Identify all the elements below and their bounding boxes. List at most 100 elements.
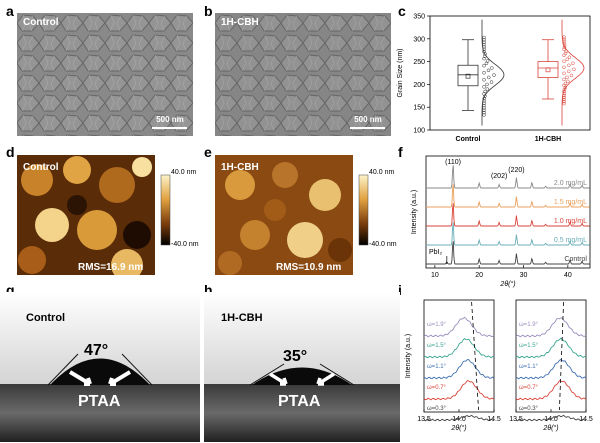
chart-i-xtick-label: 14.5: [579, 416, 593, 423]
chart-c-datapoint: [563, 51, 568, 56]
chart-i-series-label: ω=1.9°: [519, 322, 539, 328]
chart-f-xtick-label: 20: [475, 272, 483, 279]
chart-i-series-label: ω=1.5°: [519, 343, 539, 349]
afm-colorbar-control-max: 40.0 nm: [171, 169, 197, 176]
afm-colorbar-control: [160, 174, 171, 246]
chart-f-frame: [425, 155, 591, 269]
chart-c-datapoint: [562, 87, 567, 92]
chart-i-xtick-label: 13.5: [417, 416, 431, 423]
afm-1h-cbh-label: 1H-CBH: [221, 162, 259, 173]
chart-c-datapoint: [482, 110, 486, 115]
panel-label-d: d: [6, 144, 15, 160]
chart-i-series-line: [423, 359, 495, 380]
chart-f-series-label: 0.5 mg/mL: [554, 237, 587, 244]
sem-image-control: [17, 13, 193, 136]
chart-c-datapoint: [492, 73, 496, 77]
chart-i-series-line: [515, 358, 587, 380]
chart-c-datapoint: [485, 87, 490, 91]
chart-c-box: [537, 61, 559, 78]
sem-control-scalebar-label: 500 nm: [156, 115, 184, 124]
contact-angle-control-label: Control: [26, 312, 66, 324]
chart-f-series-label: 1.0 mg/mL: [554, 218, 587, 225]
chart-c-datapoint: [482, 113, 486, 117]
chart-c-datapoint: [482, 56, 486, 61]
chart-c-datapoint: [562, 35, 566, 39]
chart-c-datapoint: [482, 70, 486, 75]
afm-1h-cbh-rms: RMS=10.9 nm: [276, 262, 342, 273]
panel-label-h: h: [204, 282, 213, 298]
chart-c-datapoint: [571, 61, 575, 66]
chart-f-xtick-label: 10: [431, 272, 439, 279]
substrate-label-1h-cbh: PTAA: [278, 393, 321, 410]
chart-f-series-label: 1.5 mg/mL: [554, 199, 587, 206]
chart-c-datapoint: [483, 94, 487, 98]
chart-c-datapoint: [482, 63, 486, 68]
chart-i-series-label: ω=0.3°: [427, 406, 447, 412]
afm-image-1h-cbh: [215, 155, 353, 275]
chart-c-box: [457, 64, 479, 87]
chart-c-datapoint: [566, 69, 571, 74]
chart-i-series-label: ω=0.3°: [519, 406, 539, 412]
chart-c-datapoint: [562, 53, 566, 58]
chart-f-peak-label: (110): [445, 159, 461, 166]
chart-c-datapoint: [565, 75, 569, 80]
chart-i-series-line: [515, 414, 587, 422]
chart-c-datapoint: [483, 52, 487, 56]
chart-c-datapoint: [569, 73, 574, 78]
sem-control-label: Control: [23, 17, 59, 28]
panel-label-b: b: [204, 3, 213, 19]
chart-f-xlabel: 2θ(°): [499, 280, 515, 288]
chart-i-series-line: [515, 337, 587, 359]
chart-c-datapoint: [562, 77, 566, 82]
chart-c-datapoint: [562, 101, 566, 106]
chart-c-datapoint: [482, 77, 486, 82]
chart-c-ytick-label: 100: [413, 128, 425, 135]
chart-i-series-line: [423, 414, 495, 422]
chart-i-giwaxs: Intensity (a.u.)13.5 14.0 14.52θ(°)ω=1.9°ω…: [405, 299, 593, 432]
chart-c-datapoint: [482, 108, 486, 113]
chart-i-xtick-label: 13.5: [509, 416, 523, 423]
chart-f-peak-label: (202): [491, 173, 507, 180]
chart-i-series-label: ω=1.9°: [427, 322, 447, 328]
chart-i-series-label: ω=1.1°: [519, 364, 539, 370]
chart-c-ytick-label: 250: [413, 59, 425, 66]
chart-c-ytick-label: 350: [413, 14, 425, 21]
chart-i-series-label: ω=0.7°: [427, 385, 447, 391]
contact-angle-1h-cbh-value: 35°: [283, 348, 308, 365]
chart-c-datapoint: [483, 89, 487, 94]
chart-c-datapoint: [485, 59, 490, 63]
panel-label-f: f: [398, 144, 403, 160]
contact-angle-image-control: [0, 292, 200, 442]
chart-i-series-label: ω=1.5°: [427, 343, 447, 349]
chart-c-xtick-label: 1H-CBH: [535, 136, 561, 143]
chart-c-datapoint: [486, 68, 491, 73]
contact-angle-image-1h-cbh: [204, 292, 400, 442]
chart-f-series-label: 2.0 mg/mL: [554, 180, 587, 187]
afm-control-rms: RMS=16.9 nm: [78, 262, 144, 273]
chart-c-ytick-label: 300: [413, 36, 425, 43]
chart-c-frame: [429, 15, 591, 131]
chart-c-xtick-label: Control: [456, 136, 481, 143]
chart-c-datapoint: [567, 55, 572, 60]
sem-1h-cbh-label: 1H-CBH: [221, 17, 259, 28]
chart-c-ytick-label: 200: [413, 82, 425, 89]
panel-label-i: i: [398, 282, 402, 298]
chart-c-datapoint: [562, 59, 566, 64]
panel-label-c: c: [398, 3, 406, 19]
chart-i-series-line: [515, 317, 587, 338]
chart-i-series-label: ω=1.1°: [427, 364, 447, 370]
chart-i-ylabel: Intensity (a.u.): [405, 334, 412, 378]
chart-f-series-label: Control: [564, 256, 587, 263]
contact-angle-control-value: 47°: [84, 342, 109, 359]
contact-angle-1h-cbh-label: 1H-CBH: [221, 312, 263, 324]
chart-i-series-line: [423, 338, 495, 359]
chart-c-datapoint: [482, 35, 486, 40]
panel-label-g: g: [6, 282, 15, 298]
chart-i-peak-guide: [471, 301, 479, 411]
chart-i-xlabel: 2θ(°): [450, 424, 466, 432]
chart-c-ytick-label: 150: [413, 105, 425, 112]
chart-c-datapoint: [566, 79, 570, 84]
afm-image-control: [17, 155, 155, 275]
afm-colorbar-1h-cbh-max: 40.0 nm: [369, 169, 395, 176]
